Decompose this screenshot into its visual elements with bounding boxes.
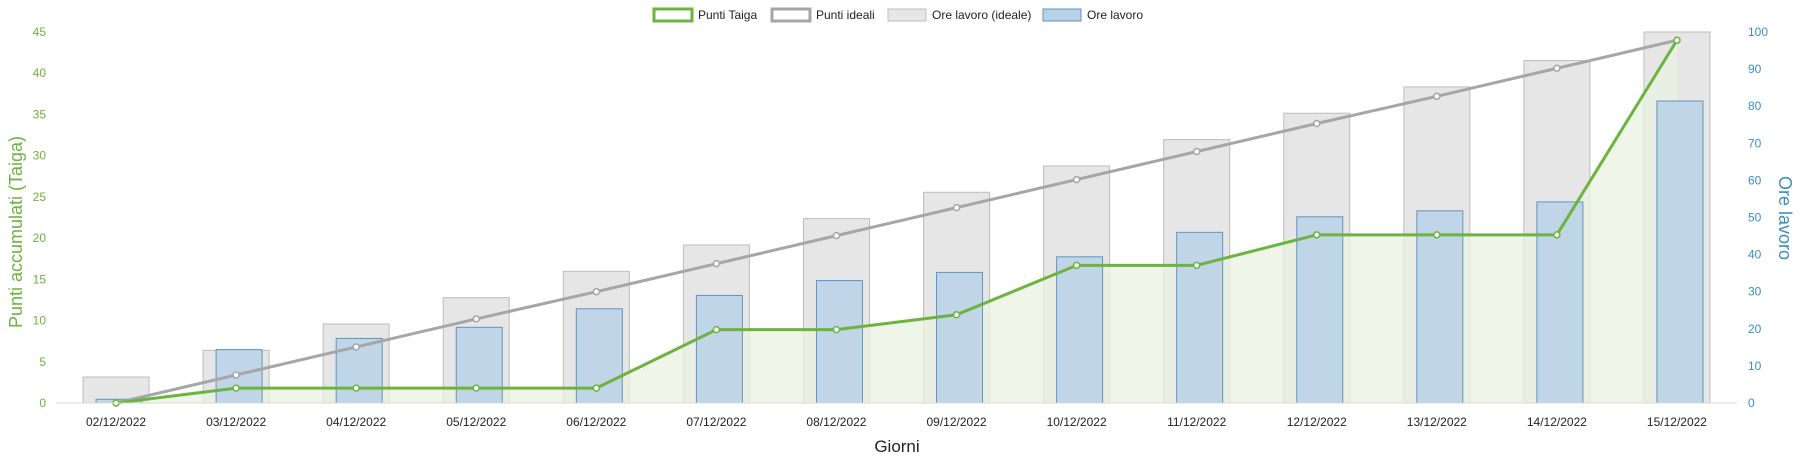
x-tick-label: 15/12/2022	[1647, 415, 1707, 429]
point-punti-taiga	[232, 384, 240, 392]
legend-item-punti-ideali[interactable]: Punti ideali	[770, 7, 875, 23]
bar-ore-lavoro	[455, 326, 503, 404]
left-y-tick-label: 40	[33, 66, 47, 80]
point-punti-ideali	[592, 287, 601, 296]
bar-ore-lavoro	[1296, 216, 1344, 404]
legend-swatch-ore-lavoro	[1042, 8, 1082, 22]
right-y-tick-label: 40	[1748, 248, 1762, 262]
point-punti-taiga	[1313, 231, 1321, 239]
x-tick-label: 14/12/2022	[1527, 415, 1587, 429]
left-y-axis-label: Punti accumulati (Taiga)	[6, 136, 26, 328]
left-y-tick-label: 5	[39, 355, 46, 369]
legend-item-punti-taiga[interactable]: Punti Taiga	[652, 7, 757, 23]
point-punti-taiga	[712, 325, 721, 334]
point-punti-ideali	[472, 315, 480, 323]
x-tick-label: 08/12/2022	[806, 415, 866, 429]
left-y-tick-label: 10	[33, 314, 47, 328]
point-punti-ideali	[1433, 92, 1441, 101]
right-y-tick-label: 0	[1748, 396, 1755, 410]
point-punti-taiga	[1192, 261, 1201, 270]
bar-ore-lavoro-ideale	[82, 376, 150, 404]
legend-swatch-punti-taiga	[652, 7, 694, 23]
actual-hours-bars	[95, 100, 1704, 404]
taiga-points-area	[116, 40, 1677, 403]
legend-swatch-punti-ideali	[770, 7, 812, 23]
left-y-tick-label: 15	[33, 272, 47, 286]
bar-ore-lavoro	[1056, 256, 1104, 404]
legend-label-punti-ideali: Punti ideali	[816, 8, 875, 22]
x-tick-label: 02/12/2022	[86, 415, 146, 429]
point-punti-ideali	[1072, 175, 1081, 184]
point-punti-ideali	[1313, 119, 1321, 128]
area-punti-taiga	[116, 40, 1677, 403]
x-tick-label: 11/12/2022	[1167, 415, 1226, 429]
x-tick-label: 07/12/2022	[686, 415, 746, 429]
x-tick-label: 13/12/2022	[1407, 415, 1467, 429]
right-y-tick-label: 90	[1748, 62, 1762, 76]
bar-ore-lavoro	[815, 280, 863, 404]
x-tick-label: 09/12/2022	[927, 415, 987, 429]
x-tick-label: 04/12/2022	[326, 415, 386, 429]
legend-swatch-ore-lavoro-ideale	[887, 8, 927, 22]
legend-label-punti-taiga: Punti Taiga	[698, 8, 757, 22]
x-tick-label: 12/12/2022	[1287, 415, 1347, 429]
right-y-tick-label: 50	[1748, 211, 1762, 225]
x-tick-label: 06/12/2022	[566, 415, 626, 429]
bar-ore-lavoro	[1656, 100, 1704, 404]
legend-item-ore-lavoro[interactable]: Ore lavoro	[1042, 8, 1143, 22]
x-tick-label: 05/12/2022	[446, 415, 506, 429]
bar-ore-lavoro	[695, 294, 743, 404]
bar-ore-lavoro	[1416, 210, 1464, 404]
legend: Punti Taiga Punti ideali Ore lavoro (ide…	[652, 7, 1143, 23]
point-punti-ideali	[232, 371, 240, 379]
left-y-tick-label: 20	[33, 231, 47, 245]
left-y-tick-label: 0	[39, 396, 46, 410]
right-y-tick-label: 10	[1748, 359, 1762, 373]
right-y-tick-label: 80	[1748, 99, 1762, 113]
left-y-tick-label: 35	[33, 107, 47, 121]
point-punti-ideali	[952, 203, 961, 212]
ideal-points-line-group	[112, 36, 1681, 407]
right-y-axis-ticks: 0 10 20 30 40 50 60 70 80 90 100	[1748, 25, 1768, 410]
line-punti-ideali	[115, 38, 1678, 405]
point-punti-taiga	[1673, 36, 1681, 44]
right-y-axis-label: Ore lavoro	[1775, 176, 1795, 260]
line-punti-taiga	[115, 39, 1679, 405]
right-y-tick-label: 20	[1748, 322, 1762, 336]
taiga-points-line-group	[112, 36, 1681, 407]
point-punti-ideali	[1192, 147, 1201, 156]
point-punti-taiga	[352, 384, 360, 392]
point-punti-ideali	[832, 231, 841, 240]
left-y-tick-label: 30	[33, 149, 47, 163]
point-punti-taiga	[472, 384, 480, 392]
point-punti-ideali	[352, 343, 360, 351]
point-punti-ideali	[712, 259, 721, 268]
legend-item-ore-lavoro-ideale[interactable]: Ore lavoro (ideale)	[887, 8, 1031, 22]
bar-ore-lavoro	[1176, 231, 1224, 404]
x-tick-label: 03/12/2022	[206, 415, 266, 429]
right-y-tick-label: 100	[1748, 25, 1768, 39]
x-tick-label: 10/12/2022	[1047, 415, 1107, 429]
point-punti-taiga	[1553, 231, 1561, 239]
point-punti-taiga	[592, 384, 601, 392]
legend-label-ore-lavoro: Ore lavoro	[1087, 8, 1143, 22]
left-y-tick-label: 25	[33, 190, 47, 204]
point-punti-ideali	[1553, 64, 1561, 73]
right-y-tick-label: 60	[1748, 173, 1762, 187]
point-punti-taiga	[1072, 261, 1081, 270]
left-y-axis-ticks: 0 5 10 15 20 25 30 35 40 45	[33, 25, 47, 410]
right-y-tick-label: 30	[1748, 285, 1762, 299]
point-punti-taiga	[952, 311, 961, 319]
point-punti-taiga	[832, 325, 841, 334]
bar-ore-lavoro	[936, 271, 984, 404]
right-y-tick-label: 70	[1748, 136, 1762, 150]
legend-label-ore-lavoro-ideale: Ore lavoro (ideale)	[932, 8, 1031, 22]
point-punti-taiga	[1433, 231, 1441, 239]
x-axis-label: Giorni	[874, 437, 919, 456]
left-y-tick-label: 45	[33, 25, 47, 39]
x-axis-ticks: 02/12/2022 03/12/2022 04/12/2022 05/12/2022…	[86, 415, 1707, 429]
